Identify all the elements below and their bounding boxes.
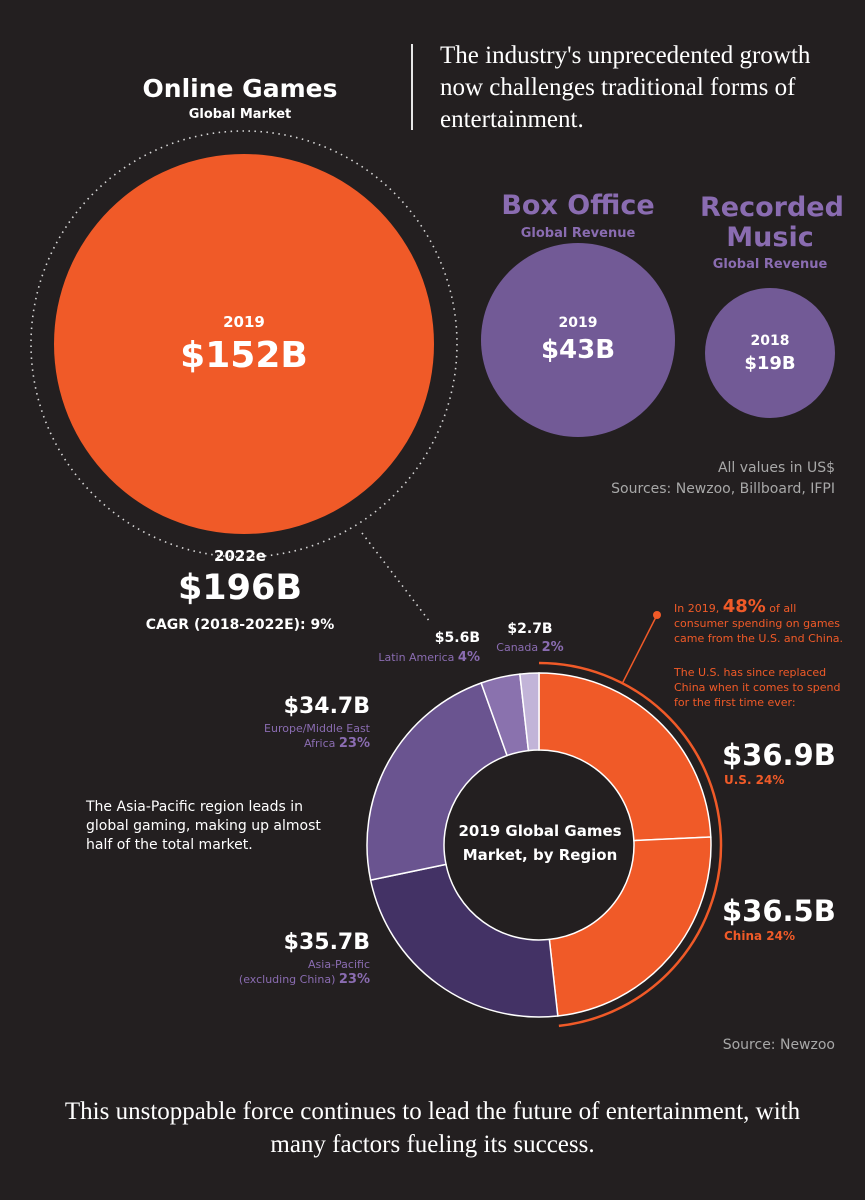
donut-slices <box>366 672 712 1018</box>
box-office-subtitle: Global Revenue <box>520 226 636 241</box>
box-office-year: 2019 <box>558 315 598 331</box>
canada-pct: 2% <box>541 640 564 655</box>
asia-pacific-name-line1: Asia-Pacific <box>308 958 370 971</box>
online-games-subtitle: Global Market <box>188 107 292 122</box>
latin-america-value: $5.6B <box>434 630 480 646</box>
projection-year: 2022e <box>214 547 266 565</box>
donut-slice-asia-pacific-excluding-china <box>369 863 559 1018</box>
us-value: $36.9B <box>722 738 836 772</box>
sources-note: Sources: Newzoo, Billboard, IFPI <box>611 481 835 497</box>
connector-line <box>361 532 431 623</box>
europe-value: $34.7B <box>283 694 370 719</box>
asia-pacific-value: $35.7B <box>283 930 370 955</box>
online-games-circle: 2019 $152B <box>54 154 434 534</box>
donut-center-title-line1: 2019 Global Games <box>458 822 622 840</box>
recorded-music-value: $19B <box>744 352 796 374</box>
projection-cagr: CAGR (2018-2022E): 9% <box>145 617 335 633</box>
latin-america-name: Latin America <box>378 651 455 664</box>
latin-america-pct: 4% <box>457 650 480 665</box>
china-label: China 24% <box>724 929 796 943</box>
canada-value: $2.7B <box>507 621 553 637</box>
box-office-title: Box Office <box>501 190 655 221</box>
note-prefix: In 2019, <box>674 602 720 615</box>
note-pointer-line <box>621 614 658 685</box>
header-divider <box>411 44 413 130</box>
latin-america-label: Latin America 4% <box>360 650 480 665</box>
us-china-highlight-arc <box>538 661 723 1028</box>
box-office-circle: 2019 $43B <box>481 243 675 437</box>
donut-source: Source: Newzoo <box>722 1037 835 1053</box>
europe-name-line1: Europe/Middle East <box>264 722 370 735</box>
recorded-music-title: Recorded Music <box>700 192 844 253</box>
us-label: U.S. 24% <box>724 773 785 787</box>
values-note: All values in US$ Sources: Newzoo, Billb… <box>560 458 835 500</box>
box-office-value: $43B <box>540 335 616 365</box>
donut-center-title-line2: Market, by Region <box>462 846 618 864</box>
recorded-music-circle: 2018 $19B <box>705 288 835 418</box>
asia-pacific-name-line2: (excluding China) 23% <box>200 972 370 987</box>
europe-name: Africa <box>304 737 336 750</box>
note-pointer-dot <box>653 611 661 619</box>
donut-slice-europe-middle-east-africa <box>366 682 509 881</box>
currency-note: All values in US$ <box>717 460 835 476</box>
intro-text: The industry's unprecedented growth now … <box>440 42 811 133</box>
note-suffix: of all consumer spending on games came f… <box>674 602 844 645</box>
asia-pacific-name: (excluding China) <box>238 973 336 986</box>
asia-pacific-note: The Asia-Pacific region leads in global … <box>86 799 321 853</box>
asia-pacific-pct: 23% <box>338 972 370 987</box>
recorded-music-year: 2018 <box>750 332 790 349</box>
projection-value: $196B <box>177 568 303 608</box>
donut-slice-u-s <box>538 672 712 842</box>
note-percent: 48% <box>722 596 766 617</box>
donut-slice-canada <box>519 672 540 752</box>
canada-label: Canada 2% <box>470 640 590 655</box>
online-games-title: Online Games <box>142 74 338 103</box>
us-china-share-note: In 2019, 48% of all consumer spending on… <box>674 596 854 646</box>
projection-ring <box>30 130 458 558</box>
europe-name-line2: Africa 23% <box>200 736 370 751</box>
us-overtakes-note: The U.S. has since replaced China when i… <box>674 666 841 709</box>
recorded-music-subtitle: Global Revenue <box>712 257 828 272</box>
china-value: $36.5B <box>722 894 836 928</box>
closing-text: This unstoppable force continues to lead… <box>64 1098 801 1158</box>
online-games-value: $152B <box>180 334 308 376</box>
europe-pct: 23% <box>338 736 370 751</box>
canada-name: Canada <box>496 641 539 654</box>
online-games-year: 2019 <box>223 312 265 331</box>
donut-slice-china <box>548 836 712 1017</box>
